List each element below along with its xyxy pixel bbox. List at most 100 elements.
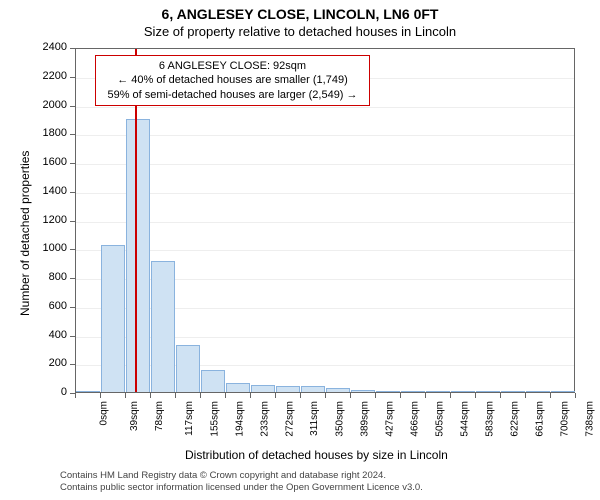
x-tick-mark: [300, 393, 301, 398]
histogram-bar: [401, 391, 425, 392]
y-tick-label: 2200: [35, 70, 67, 82]
x-tick-mark: [450, 393, 451, 398]
x-tick-label: 78sqm: [154, 401, 165, 431]
x-tick-label: 0sqm: [98, 401, 109, 425]
x-tick-mark: [375, 393, 376, 398]
y-tick-mark: [70, 192, 75, 193]
x-tick-mark: [275, 393, 276, 398]
x-tick-mark: [475, 393, 476, 398]
y-tick-label: 800: [35, 271, 67, 283]
footer-line: Contains public sector information licen…: [60, 482, 423, 494]
histogram-bar: [76, 391, 100, 392]
y-tick-mark: [70, 163, 75, 164]
x-tick-label: 233sqm: [260, 401, 271, 437]
footer-line: Contains HM Land Registry data © Crown c…: [60, 470, 423, 482]
y-tick-label: 1800: [35, 127, 67, 139]
x-tick-label: 505sqm: [435, 401, 446, 437]
y-tick-mark: [70, 336, 75, 337]
y-tick-label: 1600: [35, 156, 67, 168]
gridline-h: [76, 222, 574, 223]
x-tick-label: 583sqm: [485, 401, 496, 437]
x-tick-label: 661sqm: [535, 401, 546, 437]
x-tick-mark: [325, 393, 326, 398]
y-tick-label: 1200: [35, 214, 67, 226]
gridline-h: [76, 164, 574, 165]
x-tick-label: 622sqm: [510, 401, 521, 437]
chart-subtitle: Size of property relative to detached ho…: [0, 22, 600, 39]
x-tick-mark: [350, 393, 351, 398]
annotation-line: 59% of semi-detached houses are larger (…: [102, 88, 363, 102]
histogram-bar: [201, 370, 225, 392]
y-tick-label: 0: [35, 386, 67, 398]
gridline-h: [76, 107, 574, 108]
y-tick-mark: [70, 249, 75, 250]
histogram-bar: [476, 391, 500, 392]
y-tick-label: 2000: [35, 99, 67, 111]
histogram-bar: [251, 385, 275, 392]
x-tick-mark: [200, 393, 201, 398]
histogram-bar: [451, 391, 475, 392]
histogram-bar: [326, 388, 350, 392]
y-tick-mark: [70, 364, 75, 365]
y-tick-mark: [70, 77, 75, 78]
x-tick-label: 389sqm: [360, 401, 371, 437]
x-tick-mark: [525, 393, 526, 398]
x-tick-label: 427sqm: [385, 401, 396, 437]
x-tick-label: 350sqm: [335, 401, 346, 437]
y-axis-label: Number of detached properties: [18, 150, 32, 315]
x-tick-mark: [500, 393, 501, 398]
x-tick-label: 738sqm: [585, 401, 596, 437]
x-tick-label: 544sqm: [460, 401, 471, 437]
y-tick-label: 200: [35, 357, 67, 369]
gridline-h: [76, 193, 574, 194]
x-tick-label: 117sqm: [184, 401, 195, 436]
gridline-h: [76, 250, 574, 251]
x-axis-label: Distribution of detached houses by size …: [185, 448, 448, 462]
histogram-bar: [376, 391, 400, 392]
histogram-bar: [551, 391, 575, 392]
x-tick-label: 155sqm: [210, 401, 221, 437]
x-tick-mark: [575, 393, 576, 398]
y-tick-label: 600: [35, 300, 67, 312]
y-tick-mark: [70, 106, 75, 107]
x-tick-mark: [125, 393, 126, 398]
x-tick-label: 194sqm: [235, 401, 246, 437]
chart-title: 6, ANGLESEY CLOSE, LINCOLN, LN6 0FT: [0, 0, 600, 22]
histogram-bar: [126, 119, 150, 392]
x-tick-mark: [550, 393, 551, 398]
x-tick-label: 272sqm: [285, 401, 296, 437]
y-tick-mark: [70, 134, 75, 135]
gridline-h: [76, 135, 574, 136]
y-tick-label: 1000: [35, 242, 67, 254]
x-tick-label: 700sqm: [560, 401, 571, 437]
x-tick-mark: [75, 393, 76, 398]
annotation-box: 6 ANGLESEY CLOSE: 92sqm← 40% of detached…: [95, 55, 370, 106]
y-tick-mark: [70, 48, 75, 49]
histogram-bar: [276, 386, 300, 392]
y-tick-label: 2400: [35, 41, 67, 53]
x-tick-mark: [250, 393, 251, 398]
annotation-line: ← 40% of detached houses are smaller (1,…: [102, 73, 363, 87]
histogram-bar: [501, 391, 525, 392]
histogram-bar: [426, 391, 450, 392]
y-tick-mark: [70, 221, 75, 222]
x-tick-label: 466sqm: [410, 401, 421, 437]
footer-attribution: Contains HM Land Registry data © Crown c…: [60, 470, 423, 494]
y-tick-label: 1400: [35, 185, 67, 197]
x-tick-mark: [400, 393, 401, 398]
histogram-bar: [526, 391, 550, 392]
annotation-line: 6 ANGLESEY CLOSE: 92sqm: [102, 59, 363, 73]
x-tick-mark: [225, 393, 226, 398]
y-tick-label: 400: [35, 329, 67, 341]
histogram-bar: [351, 390, 375, 392]
x-tick-mark: [175, 393, 176, 398]
histogram-bar: [101, 245, 125, 392]
histogram-bar: [176, 345, 200, 392]
histogram-bar: [301, 386, 325, 392]
histogram-bar: [226, 383, 250, 392]
x-tick-label: 39sqm: [129, 401, 140, 431]
x-tick-label: 311sqm: [309, 401, 320, 436]
x-tick-mark: [150, 393, 151, 398]
histogram-bar: [151, 261, 175, 392]
x-tick-mark: [100, 393, 101, 398]
